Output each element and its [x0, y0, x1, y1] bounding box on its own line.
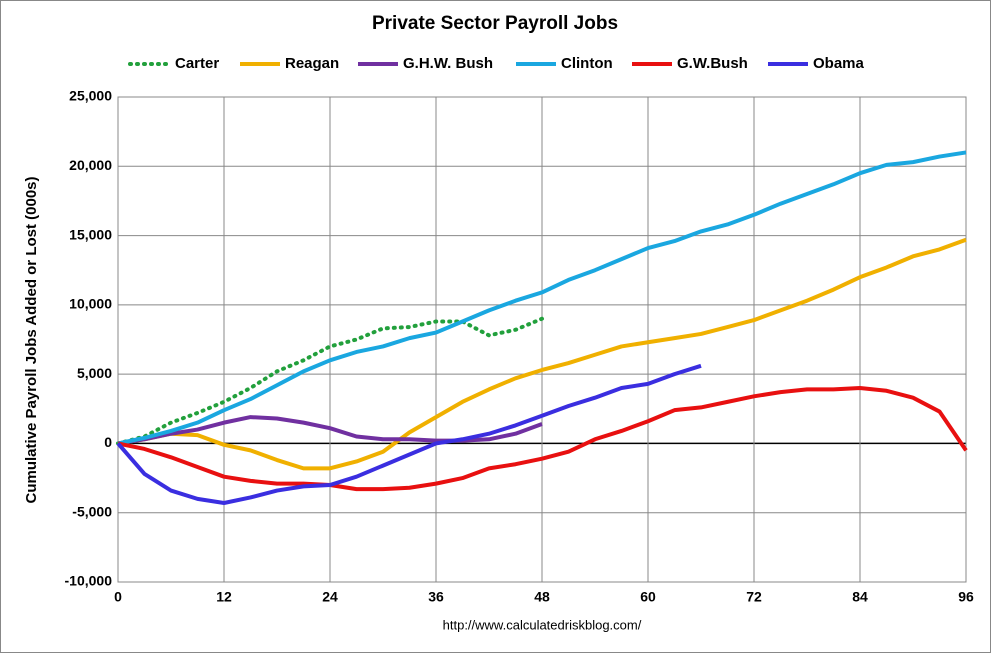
y-tick-label: 0	[104, 434, 112, 450]
series-line	[117, 237, 967, 471]
y-tick-label: 20,000	[69, 157, 112, 173]
source: http://www.calculatedriskblog.com/	[443, 617, 642, 632]
y-tick-label: -10,000	[65, 573, 113, 589]
x-tick-label: 60	[640, 589, 656, 605]
y-tick-label: -5,000	[72, 503, 112, 519]
legend-label: Reagan	[285, 55, 339, 72]
y-tick-label: 10,000	[69, 296, 112, 312]
series-line	[116, 363, 702, 506]
x-tick-label: 96	[958, 589, 974, 605]
legend-label: G.W.Bush	[677, 55, 748, 72]
legend-label: Clinton	[561, 55, 613, 72]
x-tick-label: 72	[746, 589, 762, 605]
series-line	[117, 386, 968, 492]
legend-label: Carter	[175, 55, 219, 72]
x-tick-label: 0	[114, 589, 122, 605]
legend-label: G.H.W. Bush	[403, 55, 493, 72]
x-tick-label: 84	[852, 589, 868, 605]
x-tick-label: 24	[322, 589, 338, 605]
x-tick-label: 36	[428, 589, 444, 605]
chart-title: Private Sector Payroll Jobs	[372, 13, 618, 34]
series-line	[117, 150, 967, 446]
y-tick-label: 25,000	[69, 88, 112, 104]
y-axis-label: Cumulative Payroll Jobs Added or Lost (0…	[23, 176, 40, 503]
y-tick-label: 15,000	[69, 226, 112, 242]
x-tick-label: 48	[534, 589, 550, 605]
series-line	[117, 415, 543, 446]
y-tick-label: 5,000	[77, 365, 112, 381]
x-tick-label: 12	[216, 589, 232, 605]
series-line	[116, 316, 544, 446]
legend-label: Obama	[813, 55, 865, 72]
